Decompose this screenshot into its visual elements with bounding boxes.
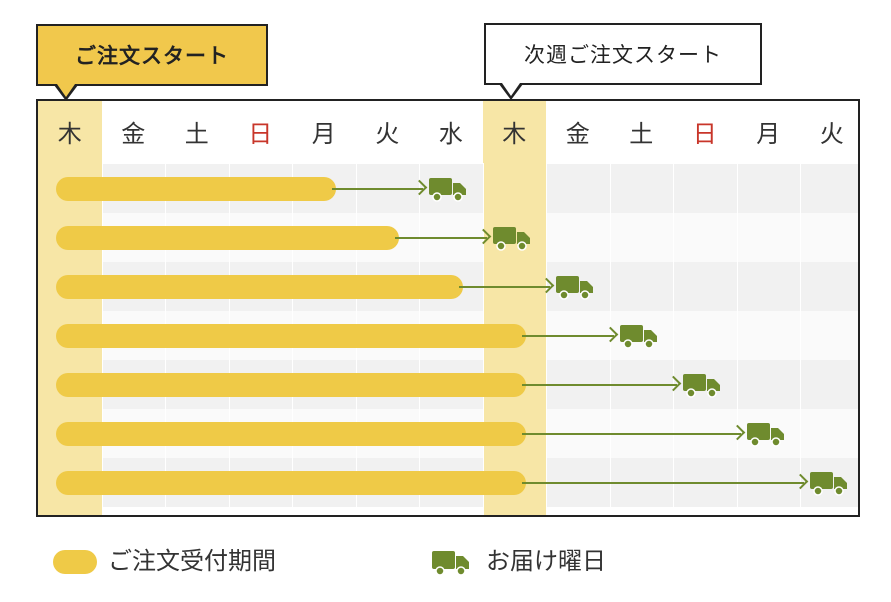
- day-header: 金: [565, 119, 590, 148]
- day-header: 土: [184, 119, 209, 148]
- delivery-arrow: [522, 481, 804, 484]
- order-period-bar: [56, 323, 526, 348]
- order-period-bar: [56, 470, 526, 495]
- grid-line: [546, 163, 547, 515]
- day-header: 日: [692, 119, 717, 148]
- grid-line: [800, 163, 801, 515]
- next-week-callout-tail-fill: [502, 83, 520, 96]
- truck-icon: [810, 470, 848, 496]
- next-week-order-start-callout: 次週ご注文スタート: [484, 23, 762, 85]
- day-header: 日: [248, 119, 273, 148]
- day-header: 月: [756, 119, 781, 148]
- truck-icon: [432, 551, 469, 576]
- order-start-callout-tail-fill: [57, 84, 75, 97]
- order-start-callout: ご注文スタート: [36, 24, 268, 86]
- order-period-legend-label: ご注文受付期間: [108, 547, 276, 575]
- day-header: 木: [502, 119, 527, 148]
- grid-line: [673, 163, 674, 515]
- order-period-bar: [56, 225, 399, 250]
- delivery-arrow: [395, 236, 487, 239]
- truck-icon: [556, 274, 594, 300]
- truck-icon: [619, 323, 658, 349]
- order-period-bar: [56, 421, 526, 446]
- order-period-bar: [56, 176, 336, 201]
- highlight-day-column: [482, 101, 546, 515]
- day-header: 木: [57, 119, 82, 148]
- day-header: 火: [819, 119, 844, 148]
- day-header: 金: [121, 119, 146, 148]
- day-header: 火: [375, 119, 400, 148]
- truck-icon: [746, 421, 785, 447]
- truck-icon: [683, 372, 721, 398]
- delivery-arrow: [458, 285, 550, 288]
- day-header: 月: [311, 119, 336, 148]
- order-period-legend-swatch: [53, 550, 97, 574]
- order-period-bar: [56, 274, 463, 299]
- truck-icon: [429, 176, 467, 202]
- order-period-bar: [56, 372, 526, 397]
- delivery-arrow: [522, 334, 614, 337]
- truck-icon: [492, 225, 531, 251]
- delivery-day-legend-label: お届け曜日: [486, 547, 606, 575]
- delivery-arrow: [522, 432, 741, 435]
- day-header: 土: [629, 119, 654, 148]
- delivery-arrow: [331, 187, 423, 190]
- order-start-label: ご注文スタート: [75, 44, 229, 68]
- delivery-calendar: 木金土日月火水木金土日月火: [36, 99, 860, 517]
- grid-line: [736, 163, 738, 515]
- next-week-order-start-label: 次週ご注文スタート: [524, 43, 722, 67]
- day-header: 水: [438, 119, 463, 148]
- delivery-arrow: [522, 383, 677, 386]
- highlight-day-column: [38, 101, 102, 515]
